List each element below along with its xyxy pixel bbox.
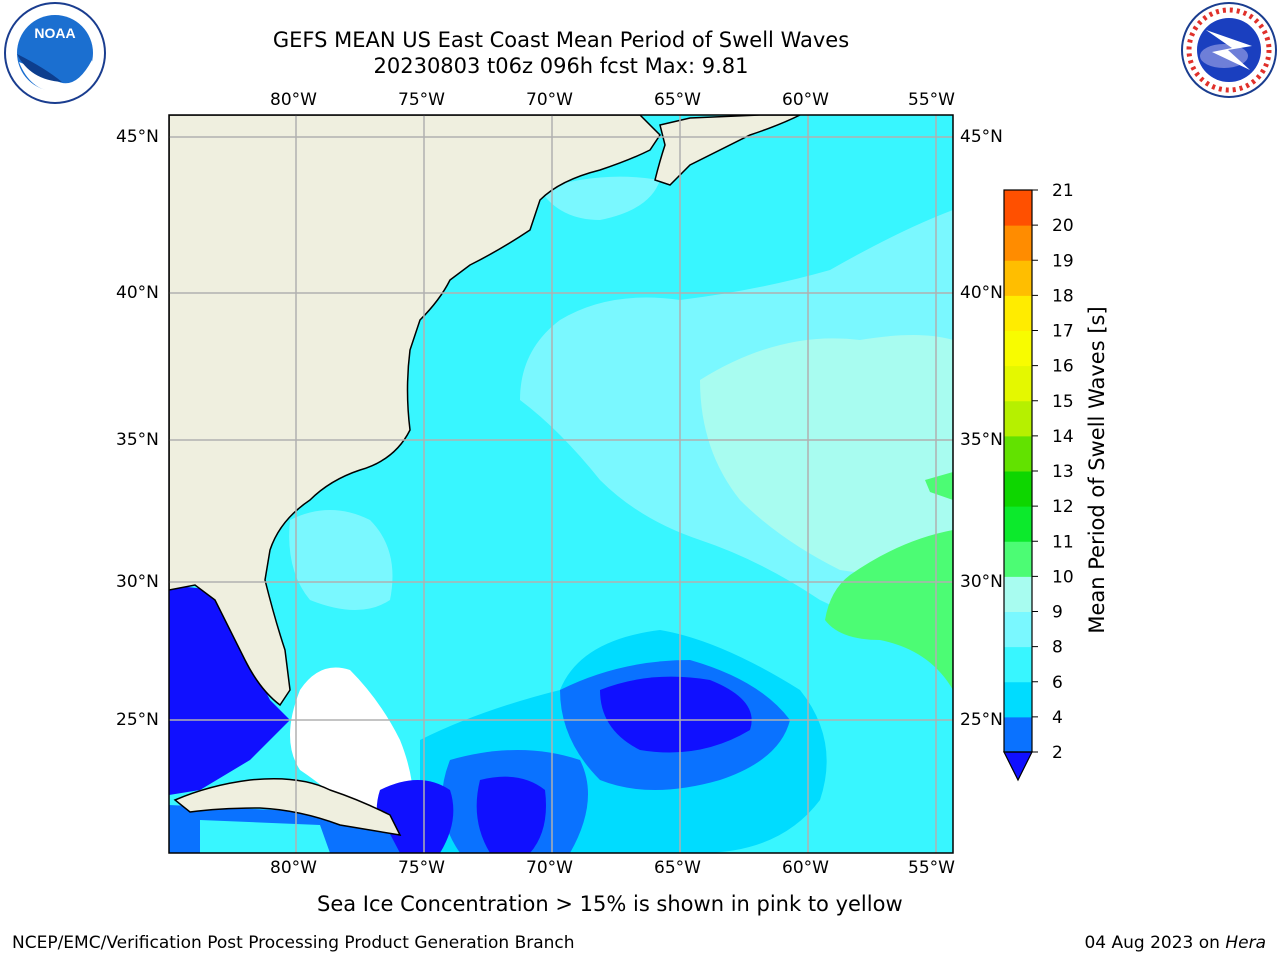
- colorbar-tick-label: 19: [1052, 251, 1074, 271]
- footer-credit: NCEP/EMC/Verification Post Processing Pr…: [12, 933, 575, 953]
- page-title: GEFS MEAN US East Coast Mean Period of S…: [272, 28, 850, 52]
- colorbar-segment: [1004, 576, 1032, 612]
- colorbar: 2 4 6 8 9 10 11 12 13 14 15 16 17 18 19 20 21: [1003, 181, 1074, 782]
- colorbar-tick-label: 12: [1052, 497, 1074, 517]
- colorbar-tick-label: 14: [1052, 427, 1074, 447]
- lat-label-right-35n: 35°N: [960, 430, 1003, 450]
- colorbar-under-triangle: [1003, 751, 1033, 782]
- sea-ice-note: Sea Ice Concentration > 15% is shown in …: [317, 892, 903, 916]
- lat-label-left-45n: 45°N: [116, 127, 159, 147]
- footer-host: Hera: [1225, 933, 1266, 953]
- colorbar-segment: [1004, 471, 1032, 507]
- colorbar-tick-label: 20: [1052, 216, 1074, 236]
- svg-text:NOAA: NOAA: [34, 25, 75, 41]
- nova-scotia-land: [654, 115, 801, 186]
- lon-label-bottom-60w: 60°W: [782, 858, 829, 878]
- lon-label-top-75w: 75°W: [398, 90, 445, 110]
- lat-label-right-40n: 40°N: [960, 283, 1003, 303]
- colorbar-tick-label: 18: [1052, 286, 1074, 306]
- colorbar-segment: [1004, 225, 1032, 261]
- graticule: [169, 115, 953, 853]
- footer-date-text: 04 Aug 2023 on: [1084, 933, 1226, 953]
- map-frame: [168, 114, 954, 854]
- colorbar-segment: [1004, 541, 1032, 577]
- colorbar-segment: [1004, 681, 1032, 718]
- lon-label-bottom-55w: 55°W: [908, 858, 955, 878]
- lat-label-left-25n: 25°N: [116, 710, 159, 730]
- colorbar-segment: [1004, 295, 1032, 331]
- colorbar-segment: [1004, 716, 1032, 753]
- lat-label-left-40n: 40°N: [116, 283, 159, 303]
- lat-label-left-30n: 30°N: [116, 572, 159, 592]
- noaa-logo-icon: NOAA: [4, 2, 106, 104]
- colorbar-segment: [1004, 506, 1032, 542]
- colorbar-segment: [1004, 400, 1032, 437]
- lon-label-top-70w: 70°W: [526, 90, 573, 110]
- colorbar-tick-label: 17: [1052, 322, 1074, 342]
- lat-label-left-35n: 35°N: [116, 430, 159, 450]
- nws-logo-icon: [1181, 2, 1277, 98]
- colorbar-tick-label: 11: [1052, 532, 1074, 552]
- colorbar-segment: [1004, 646, 1032, 683]
- lon-label-top-80w: 80°W: [270, 90, 317, 110]
- lon-label-top-65w: 65°W: [654, 90, 701, 110]
- colorbar-tick-label: 15: [1052, 392, 1074, 412]
- lon-label-bottom-75w: 75°W: [398, 858, 445, 878]
- swell-period-field: [169, 115, 953, 853]
- colorbar-tick-label: 4: [1052, 708, 1063, 728]
- lon-label-top-60w: 60°W: [782, 90, 829, 110]
- colorbar-segment: [1004, 260, 1032, 296]
- lon-label-top-55w: 55°W: [908, 90, 955, 110]
- colorbar-tick-label: 6: [1052, 673, 1063, 693]
- lat-label-right-45n: 45°N: [960, 127, 1003, 147]
- colorbar-tick-label: 2: [1052, 743, 1063, 763]
- green-swell-region: [825, 530, 953, 690]
- colorbar-tick-label: 10: [1052, 567, 1074, 587]
- colorbar-tick-label: 13: [1052, 462, 1074, 482]
- colorbar-tick-label: 9: [1052, 603, 1063, 623]
- lon-label-bottom-65w: 65°W: [654, 858, 701, 878]
- colorbar-segment: [1004, 611, 1032, 648]
- lon-label-bottom-80w: 80°W: [270, 858, 317, 878]
- lon-label-bottom-70w: 70°W: [526, 858, 573, 878]
- colorbar-tick-label: 8: [1052, 638, 1063, 658]
- colorbar-segment: [1004, 330, 1032, 367]
- lat-label-right-30n: 30°N: [960, 572, 1003, 592]
- colorbar-segment: [1004, 190, 1032, 226]
- north-america-land: [169, 115, 661, 707]
- footer-date: 04 Aug 2023 on Hera: [1084, 933, 1266, 953]
- colorbar-title: Mean Period of Swell Waves [s]: [1085, 306, 1109, 634]
- cuba-land: [173, 778, 402, 836]
- page-subtitle: 20230803 t06z 096h fcst Max: 9.81: [373, 54, 749, 78]
- colorbar-tick-label: 16: [1052, 357, 1074, 377]
- colorbar-segment: [1004, 435, 1032, 472]
- colorbar-segment: [1004, 365, 1032, 402]
- lat-label-right-25n: 25°N: [960, 710, 1003, 730]
- colorbar-tick-label: 21: [1052, 181, 1074, 201]
